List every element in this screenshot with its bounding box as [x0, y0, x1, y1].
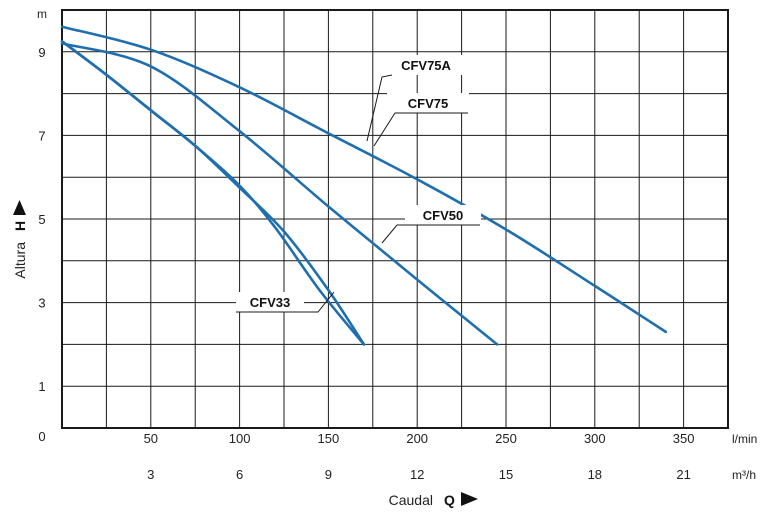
series-leader-line: [373, 112, 468, 147]
series-label-box: [377, 55, 475, 75]
series-labels: CFV75A CFV75 CFV50 CFV33: [236, 55, 481, 313]
y-tick-label: 7: [38, 128, 45, 143]
y-tick-label: 0: [38, 429, 45, 444]
series-label-box: [405, 205, 481, 225]
x-tick-label-secondary: 15: [499, 467, 513, 482]
series-curves: [60, 25, 668, 346]
x-unit-secondary-label: m³/h: [732, 468, 756, 482]
plot-frame: [61, 9, 729, 429]
x-axis-title: Caudal Q: [389, 492, 478, 508]
y-axis-title: Altura H: [12, 200, 28, 279]
x-tick-label-primary: 350: [673, 431, 695, 446]
y-unit-label: m: [37, 7, 47, 21]
x-axis-arrow-icon: [461, 492, 478, 506]
x-tick-label-primary: 250: [495, 431, 517, 446]
x-tick-label-primary: 200: [406, 431, 428, 446]
series-label-text: CFV75: [408, 96, 448, 111]
x-axis-symbol: Q: [444, 492, 455, 508]
x-tick-label-secondary: 9: [325, 467, 332, 482]
y-tick-label: 5: [38, 212, 45, 227]
y-tick-label: 3: [38, 296, 45, 311]
x-tick-label-secondary: 21: [676, 467, 690, 482]
x-tick-label-primary: 100: [229, 431, 251, 446]
series-line-cfv75a: [60, 25, 668, 334]
y-axis-symbol: H: [12, 221, 28, 231]
series-line-cfv50: [60, 40, 366, 346]
series-label-cfv33: CFV33: [236, 291, 335, 313]
x-tick-label-secondary: 6: [236, 467, 243, 482]
x-tick-label-primary: 50: [144, 431, 158, 446]
series-label-box: [387, 93, 469, 113]
series-leader-line: [381, 224, 480, 244]
series-label-box: [236, 292, 304, 312]
x-tick-label-primary: 150: [318, 431, 340, 446]
series-leader-line: [236, 291, 335, 313]
series-label-text: CFV33: [250, 295, 290, 310]
x-unit-primary-label: l/min: [732, 432, 757, 446]
x-tick-label-primary: 300: [584, 431, 606, 446]
series-label-cfv50: CFV50: [381, 205, 481, 244]
series-label-cfv75: CFV75: [373, 93, 469, 147]
series-line-cfv75: [60, 42, 499, 346]
series-label-cfv75a: CFV75A: [366, 55, 475, 142]
x-tick-label-secondary: 3: [147, 467, 154, 482]
x-tick-label-secondary: 18: [588, 467, 602, 482]
series-label-text: CFV50: [423, 208, 463, 223]
x-tick-label-secondary: 12: [410, 467, 424, 482]
series-label-text: CFV75A: [401, 58, 451, 73]
y-tick-label: 1: [38, 379, 45, 394]
series-leader-line: [366, 74, 393, 142]
y-axis-title-text: Altura: [12, 242, 28, 279]
x-axis-title-text: Caudal: [389, 492, 433, 508]
tick-labels: 50 100 150 200 250 300 350 3 6 9 12 15 18 21 0 1 3 5 7 9: [38, 45, 694, 482]
series-line-cfv33: [60, 40, 366, 346]
y-tick-label: 9: [38, 45, 45, 60]
y-axis-arrow-icon: [13, 200, 26, 215]
